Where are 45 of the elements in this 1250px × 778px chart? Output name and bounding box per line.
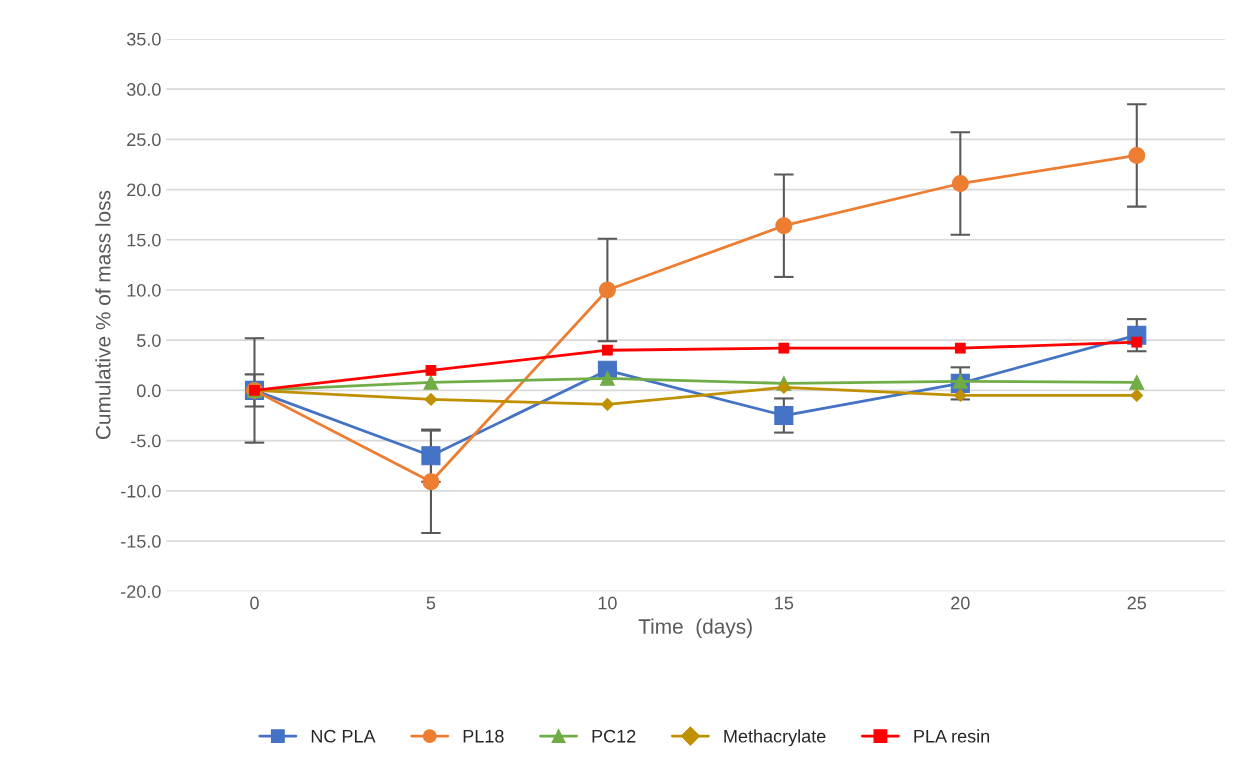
- legend-label: Methacrylate: [724, 729, 826, 747]
- point: [1130, 389, 1144, 402]
- y-axis-title: Cumulative % of mass loss: [95, 190, 111, 440]
- y-tick-label: 25.0: [127, 133, 161, 147]
- y-tick-label: -20.0: [121, 585, 161, 598]
- point: [951, 175, 969, 193]
- y-tick-label: 15.0: [127, 233, 161, 247]
- legend-label: PLA resin: [914, 729, 990, 743]
- y-tick-label: -10.0: [121, 484, 161, 498]
- point: [775, 217, 793, 235]
- legend-label: NC PLA: [311, 729, 376, 743]
- x-tick-label: 5: [426, 596, 436, 610]
- point: [774, 405, 794, 426]
- x-tick-label: 15: [775, 596, 794, 610]
- point: [599, 370, 615, 386]
- y-tick-label: -15.0: [121, 535, 161, 548]
- point: [954, 342, 966, 354]
- y-tick-label: 0.0: [137, 384, 161, 398]
- y-tick-label: 10.0: [127, 283, 161, 297]
- point: [598, 281, 616, 299]
- point: [778, 342, 790, 354]
- point: [425, 364, 437, 376]
- point: [1131, 336, 1143, 348]
- x-tick-label: 25: [1127, 596, 1147, 610]
- point: [422, 473, 440, 491]
- point: [1129, 374, 1145, 390]
- y-tick-label: -5.0: [131, 434, 161, 448]
- x-tick-label: 0: [250, 596, 259, 610]
- point: [421, 446, 441, 466]
- x-tick-label: 10: [598, 596, 617, 610]
- y-tick-label: 35.0: [126, 32, 161, 46]
- point: [1128, 146, 1146, 164]
- legend-label: PC12: [592, 729, 636, 743]
- x-axis-title: Time (days): [638, 618, 752, 638]
- point: [953, 389, 967, 402]
- point: [777, 380, 791, 394]
- point: [602, 344, 613, 356]
- x-tick-label: 20: [951, 596, 970, 610]
- y-tick-label: 5.0: [137, 334, 161, 347]
- y-tick-label: 20.0: [127, 183, 161, 197]
- point: [424, 393, 438, 406]
- point: [423, 374, 439, 390]
- legend-label: PL18: [463, 729, 504, 743]
- point: [600, 398, 614, 411]
- y-tick-label: 30.0: [126, 83, 161, 96]
